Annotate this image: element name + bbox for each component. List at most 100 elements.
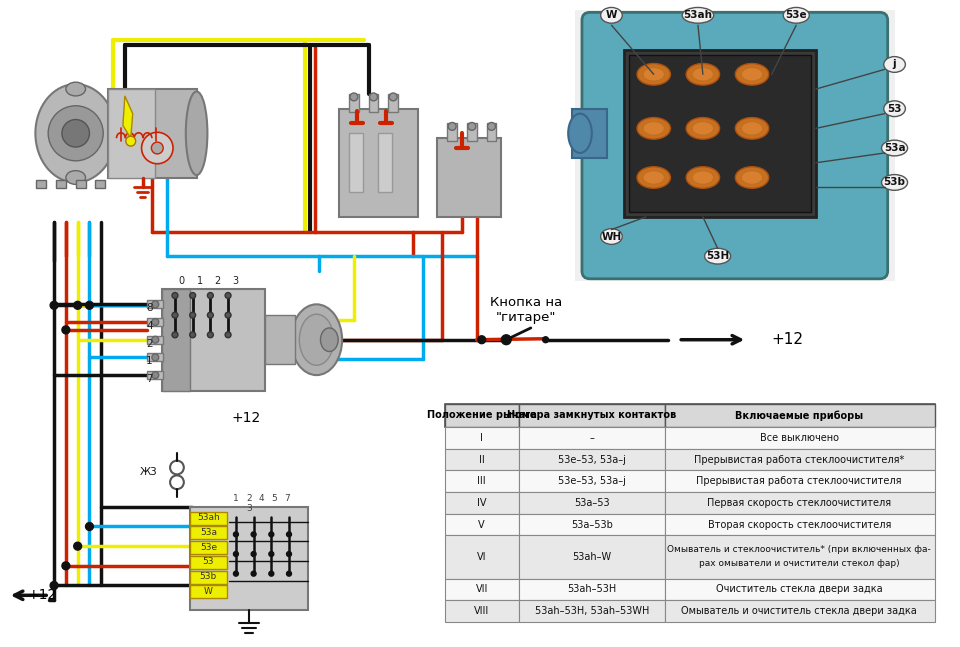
Text: IV: IV [477, 498, 487, 508]
Circle shape [126, 137, 135, 146]
Text: Омыватель и очиститель стекла двери задка: Омыватель и очиститель стекла двери задк… [682, 606, 917, 616]
Bar [664, 535, 935, 578]
Ellipse shape [601, 8, 622, 23]
Polygon shape [123, 96, 132, 138]
Circle shape [207, 332, 213, 338]
Circle shape [62, 120, 89, 147]
Ellipse shape [686, 118, 720, 139]
Bar [445, 427, 519, 449]
Bar [148, 353, 163, 361]
Bar [519, 535, 664, 578]
Text: 53a: 53a [200, 528, 217, 537]
Text: Номера замкнутых контактов: Номера замкнутых контактов [507, 410, 677, 421]
Text: 1: 1 [233, 494, 239, 503]
Bar [445, 449, 519, 470]
Text: 53ah–W: 53ah–W [572, 552, 612, 562]
Text: VII: VII [475, 584, 488, 595]
Bar [445, 404, 519, 427]
Text: Омыватель и стеклоочиститель* (при включенных фа-: Омыватель и стеклоочиститель* (при включ… [667, 545, 931, 554]
Circle shape [190, 313, 196, 318]
Ellipse shape [643, 171, 664, 184]
Circle shape [172, 313, 178, 318]
Circle shape [350, 93, 358, 101]
Bar [162, 289, 190, 391]
Bar [575, 10, 895, 281]
Circle shape [269, 551, 274, 556]
Bar [76, 181, 85, 188]
Bar [36, 181, 46, 188]
Ellipse shape [705, 248, 731, 264]
Text: I: I [480, 433, 483, 443]
Circle shape [141, 132, 173, 164]
Text: Положение рычага: Положение рычага [427, 410, 537, 421]
Bar [664, 578, 935, 600]
Bar [519, 514, 664, 535]
Bar [148, 318, 163, 326]
Bar [664, 492, 935, 514]
Bar [519, 449, 664, 470]
Bar [445, 492, 519, 514]
Circle shape [233, 571, 238, 576]
Circle shape [48, 105, 104, 161]
Ellipse shape [686, 63, 720, 85]
Bar [572, 109, 607, 158]
Ellipse shape [884, 56, 905, 72]
Text: Очиститель стекла двери задка: Очиститель стекла двери задка [716, 584, 882, 595]
Bar [467, 124, 477, 141]
Ellipse shape [683, 8, 713, 23]
Text: VIII: VIII [474, 606, 490, 616]
Text: –: – [589, 433, 594, 443]
Ellipse shape [735, 63, 769, 85]
Bar [519, 492, 664, 514]
Bar [447, 124, 457, 141]
Text: 7: 7 [284, 494, 290, 503]
Text: 2: 2 [146, 338, 153, 349]
Bar [190, 527, 228, 540]
Circle shape [207, 313, 213, 318]
Ellipse shape [741, 67, 763, 81]
Circle shape [252, 532, 256, 537]
Ellipse shape [692, 122, 713, 135]
Circle shape [286, 532, 292, 537]
Text: 2: 2 [214, 276, 221, 286]
Bar [56, 181, 66, 188]
Text: +12: +12 [231, 411, 260, 425]
Bar [445, 578, 519, 600]
Bar [148, 371, 163, 379]
Text: 53H: 53H [706, 251, 730, 261]
Text: 1: 1 [146, 356, 153, 366]
Text: 4: 4 [146, 321, 153, 331]
Bar [445, 535, 519, 578]
Bar [445, 600, 519, 622]
Text: Первая скорость стеклоочистителя: Первая скорость стеклоочистителя [708, 498, 891, 508]
Bar [445, 404, 935, 427]
Bar [519, 600, 664, 622]
Circle shape [152, 336, 158, 343]
Text: 4: 4 [258, 494, 264, 503]
Bar [349, 133, 363, 192]
Ellipse shape [321, 328, 338, 351]
Ellipse shape [637, 167, 670, 188]
Ellipse shape [692, 171, 713, 184]
Bar [190, 512, 228, 525]
Ellipse shape [686, 167, 720, 188]
Circle shape [225, 332, 231, 338]
Text: Включаемые приборы: Включаемые приборы [735, 410, 863, 421]
Ellipse shape [735, 167, 769, 188]
Circle shape [370, 93, 377, 101]
Bar [438, 138, 501, 217]
Ellipse shape [291, 304, 342, 375]
Text: Все выключено: Все выключено [759, 433, 839, 443]
Circle shape [50, 582, 58, 589]
Circle shape [190, 292, 196, 298]
Text: II: II [479, 455, 485, 465]
Text: Прерывистая работа стеклоочистителя: Прерывистая работа стеклоочистителя [696, 476, 902, 487]
Ellipse shape [637, 118, 670, 139]
Circle shape [252, 551, 256, 556]
Bar [108, 89, 156, 177]
Circle shape [286, 551, 292, 556]
Bar [190, 586, 228, 598]
Text: III: III [477, 476, 486, 487]
Circle shape [74, 542, 82, 550]
Bar [388, 94, 398, 112]
